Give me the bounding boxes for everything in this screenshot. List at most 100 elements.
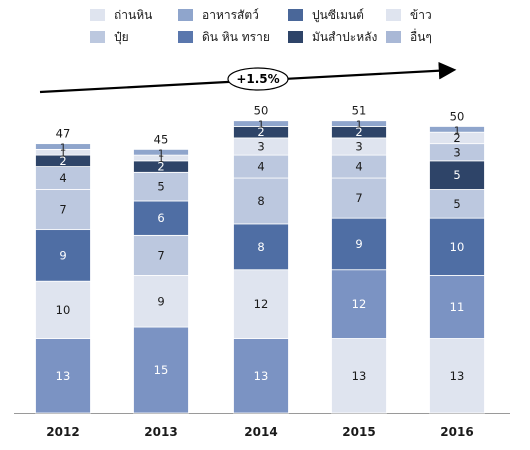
bar-value-label: 10: [450, 240, 465, 254]
bar-segment: [35, 338, 91, 414]
bar-segment: [429, 189, 485, 219]
bar-value-label: 7: [59, 203, 66, 217]
bar-value-label: 13: [450, 369, 465, 383]
bar-value-label: 1: [158, 154, 164, 165]
bar-segment: [133, 275, 189, 328]
bar-value-label: 4: [355, 160, 362, 174]
x-tick-label: 2012: [46, 425, 79, 439]
growth-label: +1.5%: [236, 72, 279, 86]
legend-item: ดิน หิน ทราย: [178, 28, 270, 46]
bar-value-label: 13: [352, 369, 367, 383]
bar-value-label: 2: [257, 125, 264, 139]
bar-segment: [233, 223, 289, 271]
bar-segment: [429, 160, 485, 190]
bar-value-label: 11: [450, 300, 465, 314]
bar-total-label: 47: [56, 127, 71, 141]
legend-item: ปูนซีเมนต์: [288, 6, 364, 24]
bar-value-label: 12: [254, 297, 269, 311]
x-tick-label: 2016: [440, 425, 473, 439]
bar-value-label: 1: [60, 148, 66, 159]
growth-badge: [227, 67, 289, 91]
bar-segment: [233, 269, 289, 339]
bar-segment: [429, 126, 485, 133]
legend-swatch: [90, 31, 105, 43]
bar-value-label: 10: [56, 303, 71, 317]
legend-item: อื่นๆ: [386, 28, 432, 46]
bar-value-label: 7: [157, 248, 164, 262]
bar-segment: [233, 338, 289, 414]
legend-item: ถ่านหิน: [90, 6, 152, 24]
bar-segment: [429, 275, 485, 339]
x-tick-label: 2015: [342, 425, 375, 439]
bar-value-label: 15: [154, 363, 169, 377]
bar-value-label: 12: [352, 297, 367, 311]
bar-segment: [133, 171, 189, 202]
bar-value-label: 1: [454, 125, 460, 136]
legend-item: ข้าว: [386, 6, 432, 24]
bar-value-label: 1: [60, 143, 66, 154]
bar-value-label: 2: [453, 131, 460, 145]
legend-item: ปุ๋ย: [90, 28, 129, 46]
bar-segment: [133, 326, 189, 414]
bar-value-label: 3: [355, 140, 362, 154]
bar-segment: [429, 217, 485, 276]
legend-item: อาหารสัตว์: [178, 6, 259, 24]
bar-value-label: 8: [257, 194, 264, 208]
bar-value-label: 5: [157, 180, 164, 194]
bar-total-label: 50: [450, 109, 465, 123]
bar-value-label: 9: [355, 237, 362, 251]
bar-value-label: 2: [355, 125, 362, 139]
bar-value-label: 7: [355, 191, 362, 205]
bar-segment: [233, 120, 289, 127]
bar-segment: [133, 200, 189, 236]
bar-segment: [331, 269, 387, 339]
bar-value-label: 13: [254, 369, 269, 383]
bar-value-label: 6: [157, 211, 164, 225]
legend-label: ถ่านหิน: [114, 7, 153, 22]
bar-value-label: 13: [56, 369, 71, 383]
bar-segment: [35, 189, 91, 231]
legend-swatch: [178, 9, 193, 21]
bar-value-label: 5: [453, 168, 460, 182]
legend-label: ปุ๋ย: [114, 29, 129, 44]
legend-swatch: [90, 9, 105, 21]
bar-value-label: 1: [158, 148, 164, 159]
bar-segment: [331, 120, 387, 127]
legend-swatch: [386, 31, 401, 43]
legend-item: มันสำปะหลัง: [288, 28, 377, 46]
bar-segment: [331, 217, 387, 271]
bar-value-label: 9: [59, 248, 66, 262]
legend-label: ปูนซีเมนต์: [312, 7, 364, 22]
legend-label: มันสำปะหลัง: [312, 29, 378, 44]
x-tick-label: 2014: [244, 425, 277, 439]
bar-value-label: 1: [258, 120, 264, 131]
bar-total-label: 50: [254, 104, 269, 118]
bar-value-label: 3: [257, 140, 264, 154]
bar-segment: [35, 143, 91, 150]
legend-label: อาหารสัตว์: [202, 7, 259, 22]
bar-total-label: 45: [154, 132, 169, 146]
legend-swatch: [178, 31, 193, 43]
bar-value-label: 3: [453, 145, 460, 159]
legend-label: ข้าว: [410, 7, 432, 22]
bar-total-label: 51: [352, 104, 367, 118]
x-tick-label: 2013: [144, 425, 177, 439]
legend-swatch: [288, 9, 303, 21]
bar-segment: [35, 280, 91, 339]
bar-value-label: 1: [356, 120, 362, 131]
bar-segment: [133, 148, 189, 156]
bar-segment: [331, 338, 387, 414]
bar-segment: [429, 338, 485, 414]
bar-value-label: 9: [157, 294, 164, 308]
bar-segment: [133, 234, 189, 276]
bar-value-label: 4: [59, 171, 66, 185]
legend-swatch: [386, 9, 401, 21]
bar-value-label: 2: [157, 160, 164, 174]
bar-value-label: 2: [59, 154, 66, 168]
legend-label: อื่นๆ: [410, 29, 432, 44]
bar-value-label: 5: [453, 197, 460, 211]
legend-label: ดิน หิน ทราย: [202, 29, 270, 44]
legend-swatch: [288, 31, 303, 43]
bar-value-label: 8: [257, 240, 264, 254]
